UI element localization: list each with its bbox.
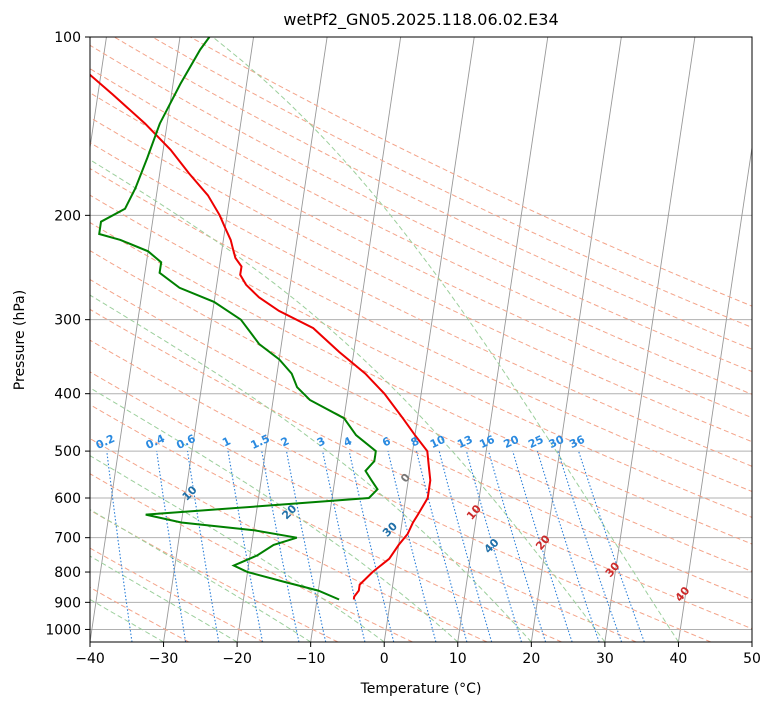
y-tick-label: 800 — [54, 565, 81, 581]
mixing-ratio-line — [512, 450, 573, 642]
mixing-ratio-line — [465, 450, 523, 642]
moist-adiabat — [90, 598, 164, 642]
dry-adiabat — [90, 142, 752, 467]
isotherm-line — [457, 37, 549, 642]
moist-adiabat — [90, 159, 606, 642]
dry-adiabat — [90, 194, 752, 518]
x-tick-label: −30 — [149, 651, 179, 667]
isotherm-line — [90, 37, 107, 151]
mixing-ratio-line — [322, 450, 366, 642]
isotherm-line — [163, 37, 255, 642]
isotherm-line — [677, 144, 752, 642]
x-tick-label: 40 — [670, 651, 688, 667]
x-tick-label: −40 — [75, 651, 105, 667]
mixing-ratio-line — [415, 450, 468, 642]
isotherm-line — [604, 37, 696, 642]
chart-title: wetPf2_GN05.2025.118.06.02.E34 — [283, 10, 558, 30]
isotherm-line — [310, 37, 402, 642]
mixing-ratio-line — [578, 450, 645, 642]
dry-adiabat — [90, 438, 488, 642]
y-tick-label: 200 — [54, 208, 81, 224]
x-tick-label: −10 — [296, 651, 326, 667]
x-tick-label: −20 — [222, 651, 252, 667]
isotherm-line — [236, 37, 328, 642]
mixing-ratio-label: 10 — [428, 433, 448, 451]
x-tick-label: 20 — [522, 651, 540, 667]
dry-adiabat — [152, 37, 752, 328]
dry-adiabat — [90, 473, 413, 642]
y-tick-label: 500 — [54, 444, 81, 460]
dry-adiabat — [90, 279, 752, 601]
x-tick-label: 10 — [449, 651, 467, 667]
mixing-ratio-line — [487, 450, 547, 642]
mixing-ratio-line — [536, 450, 600, 642]
isotherm-line — [530, 37, 622, 642]
x-tick-label: 50 — [743, 651, 761, 667]
mixing-ratio-line — [348, 450, 395, 642]
dry-adiabat — [90, 250, 752, 572]
mixing-ratio-label: 13 — [455, 433, 474, 451]
mixing-ratio-line — [285, 450, 327, 642]
y-axis-label: Pressure (hPa) — [12, 290, 28, 390]
plot-frame — [89, 36, 753, 643]
mixing-ratio-label: 20 — [502, 433, 522, 451]
moist-adiabat — [212, 37, 679, 642]
dry-adiabat — [90, 116, 752, 443]
mixing-ratio-line — [438, 450, 493, 642]
y-tick-label: 300 — [54, 313, 81, 329]
mixing-ratio-label: 16 — [477, 433, 497, 451]
moist-adiabat — [90, 387, 459, 642]
y-tick-label: 700 — [54, 531, 81, 547]
moist-adiabat — [90, 455, 385, 642]
dry-adiabat — [90, 167, 752, 493]
profile-lines — [90, 37, 432, 601]
moist-adiabat — [90, 555, 238, 642]
y-tick-label: 900 — [54, 595, 81, 611]
dry-adiabat — [113, 37, 752, 350]
dry-adiabat — [90, 339, 711, 642]
axis-ticks: −40 −30 −20 −10 0 10 20 30 40 50 100 200 300 400 500 60… — [45, 30, 761, 667]
dry-adiabat — [90, 547, 264, 642]
dry-adiabat — [190, 37, 752, 307]
y-tick-label: 400 — [54, 387, 81, 403]
mixing-ratio-line — [557, 450, 623, 642]
x-tick-label: 30 — [596, 651, 614, 667]
temperature-line — [90, 73, 432, 600]
y-tick-label: 1000 — [45, 622, 81, 638]
y-tick-label: 100 — [54, 30, 81, 46]
mixing-ratio-label: 25 — [526, 433, 545, 451]
mixing-ratio-label: 30 — [547, 433, 567, 451]
isotherm-line — [383, 37, 475, 642]
mixing-ratio-line — [387, 450, 437, 642]
plot-area — [90, 37, 752, 642]
moist-adiabat — [90, 294, 532, 642]
x-axis-label: Temperature (°C) — [360, 681, 482, 697]
mixing-ratio-label: 36 — [567, 433, 587, 451]
dry-adiabat — [90, 371, 637, 642]
x-tick-label: 0 — [380, 651, 389, 667]
dewpoint-line — [98, 37, 379, 601]
dry-adiabat — [90, 308, 752, 630]
y-tick-label: 600 — [54, 491, 81, 507]
background-lines — [90, 37, 752, 642]
isotherm-line — [90, 37, 181, 642]
